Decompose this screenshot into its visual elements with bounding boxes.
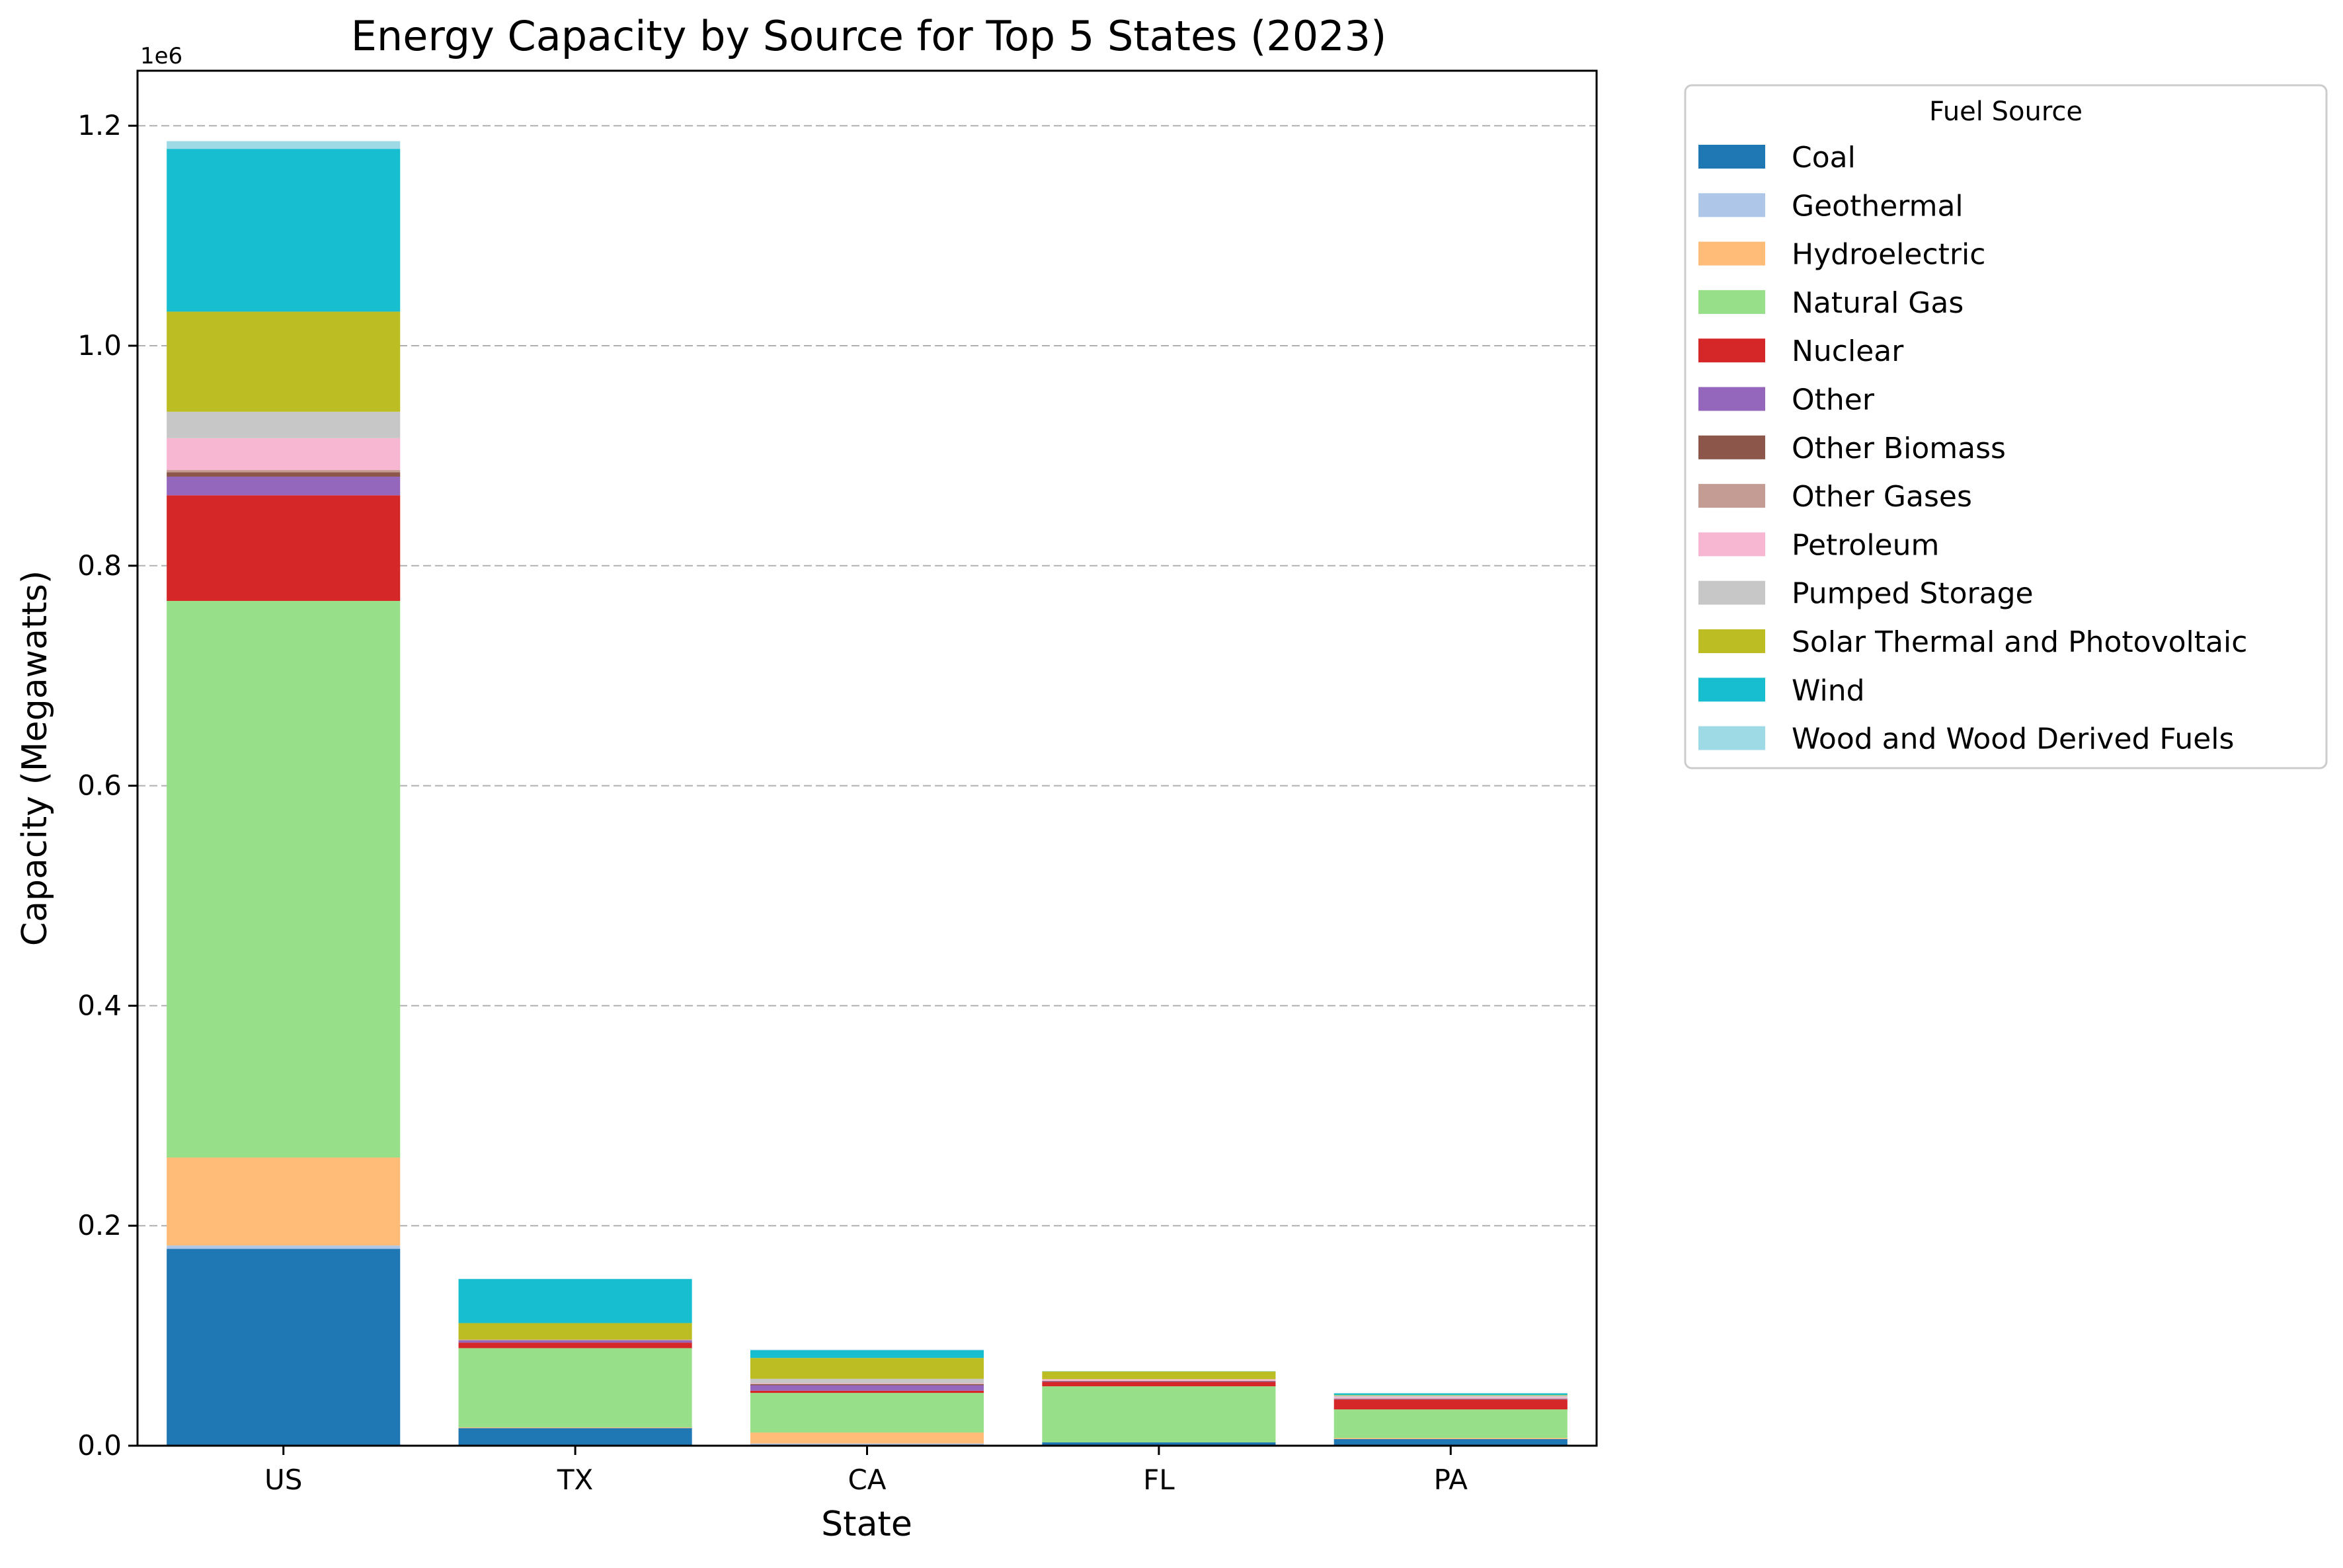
legend-label: Pumped Storage (1792, 577, 2034, 611)
bar-segment (750, 1379, 984, 1384)
legend-swatch (1698, 629, 1765, 653)
y-tick-label: 1.0 (77, 329, 122, 362)
bar-segment (1042, 1381, 1275, 1382)
bar-segment (167, 470, 400, 472)
y-tick-label: 0.4 (77, 989, 122, 1021)
y-tick-label: 0.2 (77, 1209, 122, 1241)
bar-segment (459, 1343, 692, 1348)
bar-segment (167, 1245, 400, 1249)
bar-segment (750, 1358, 984, 1379)
bar-segment (1042, 1371, 1275, 1372)
y-tick-label: 0.6 (77, 769, 122, 802)
x-axis-label: State (821, 1505, 912, 1544)
y-axis-ticks: 0.0 0.2 0.4 0.6 0.8 1.0 1.2 (77, 109, 138, 1462)
legend-label: Wood and Wood Derived Fuels (1792, 723, 2234, 756)
bar-segment (167, 438, 400, 470)
bar-segment (459, 1323, 692, 1339)
legend-swatch (1698, 290, 1765, 314)
bars (167, 141, 1568, 1446)
bar-segment (167, 477, 400, 495)
bar-segment (750, 1385, 984, 1390)
x-tick-label: US (264, 1464, 302, 1496)
bar-segment (1334, 1393, 1568, 1395)
x-tick-label: FL (1143, 1464, 1175, 1496)
bar-segment (459, 1428, 692, 1446)
bar-segment (459, 1341, 692, 1343)
legend-swatch (1698, 678, 1765, 701)
chart-title: Energy Capacity by Source for Top 5 Stat… (351, 12, 1387, 60)
bar-segment (750, 1350, 984, 1351)
legend-label: Wind (1792, 674, 1865, 707)
bar-segment (1334, 1395, 1568, 1397)
legend: Fuel Source Coal Geothermal Hydroelectric N… (1685, 85, 2326, 768)
bar-segment (1334, 1438, 1568, 1439)
bar-segment (1334, 1409, 1568, 1438)
legend-label: Hydroelectric (1792, 238, 1985, 272)
x-axis-ticks: US TX CA FL PA (264, 1446, 1468, 1496)
y-tick-label: 0.8 (77, 549, 122, 582)
legend-label: Other Biomass (1792, 432, 2006, 465)
legend-label: Other Gases (1792, 480, 1972, 514)
legend-label: Petroleum (1792, 528, 1939, 562)
bar-segment (459, 1279, 692, 1323)
y-axis-offset-label: 1e6 (140, 43, 182, 69)
bar-segment (167, 412, 400, 438)
bar-segment (459, 1427, 692, 1428)
y-axis-label: Capacity (Megawatts) (15, 570, 55, 946)
bar-segment (1042, 1382, 1275, 1386)
bar-segment (750, 1393, 984, 1432)
bar-segment (167, 311, 400, 411)
bar-segment (750, 1383, 984, 1384)
legend-label: Coal (1792, 141, 1856, 175)
x-tick-label: PA (1434, 1464, 1468, 1496)
bar-segment (1042, 1372, 1275, 1380)
bar-segment (1334, 1399, 1568, 1409)
bar-segment (167, 141, 400, 149)
bar-segment (167, 1249, 400, 1446)
legend-frame (1685, 85, 2326, 768)
bar-segment (459, 1340, 692, 1341)
bar-segment (1042, 1386, 1275, 1442)
bar-segment (167, 1157, 400, 1245)
bar-segment (167, 149, 400, 311)
bar-segment (167, 495, 400, 601)
legend-swatch (1698, 242, 1765, 266)
bar-segment (167, 601, 400, 1157)
legend-swatch (1698, 387, 1765, 411)
legend-swatch (1698, 338, 1765, 362)
legend-swatch (1698, 726, 1765, 750)
legend-label: Natural Gas (1792, 286, 1964, 320)
x-tick-label: CA (848, 1464, 886, 1496)
legend-label: Other (1792, 383, 1875, 417)
bar-segment (167, 472, 400, 477)
bar-segment (459, 1348, 692, 1427)
bar-segment (1334, 1397, 1568, 1399)
legend-label: Nuclear (1792, 334, 1904, 368)
bar-segment (750, 1391, 984, 1393)
legend-swatch (1698, 436, 1765, 459)
legend-label: Geothermal (1792, 189, 1964, 223)
legend-label: Solar Thermal and Photovoltaic (1792, 625, 2247, 659)
legend-swatch (1698, 193, 1765, 217)
bar-segment (750, 1384, 984, 1386)
bar-segment (1042, 1379, 1275, 1380)
legend-swatch (1698, 532, 1765, 556)
y-tick-label: 1.2 (77, 109, 122, 141)
bar-segment (750, 1432, 984, 1444)
legend-title: Fuel Source (1929, 97, 2083, 127)
bar-segment (750, 1351, 984, 1358)
legend-swatch (1698, 145, 1765, 169)
y-tick-label: 0.0 (77, 1429, 122, 1462)
x-tick-label: TX (557, 1464, 593, 1496)
legend-swatch (1698, 484, 1765, 508)
legend-swatch (1698, 581, 1765, 605)
